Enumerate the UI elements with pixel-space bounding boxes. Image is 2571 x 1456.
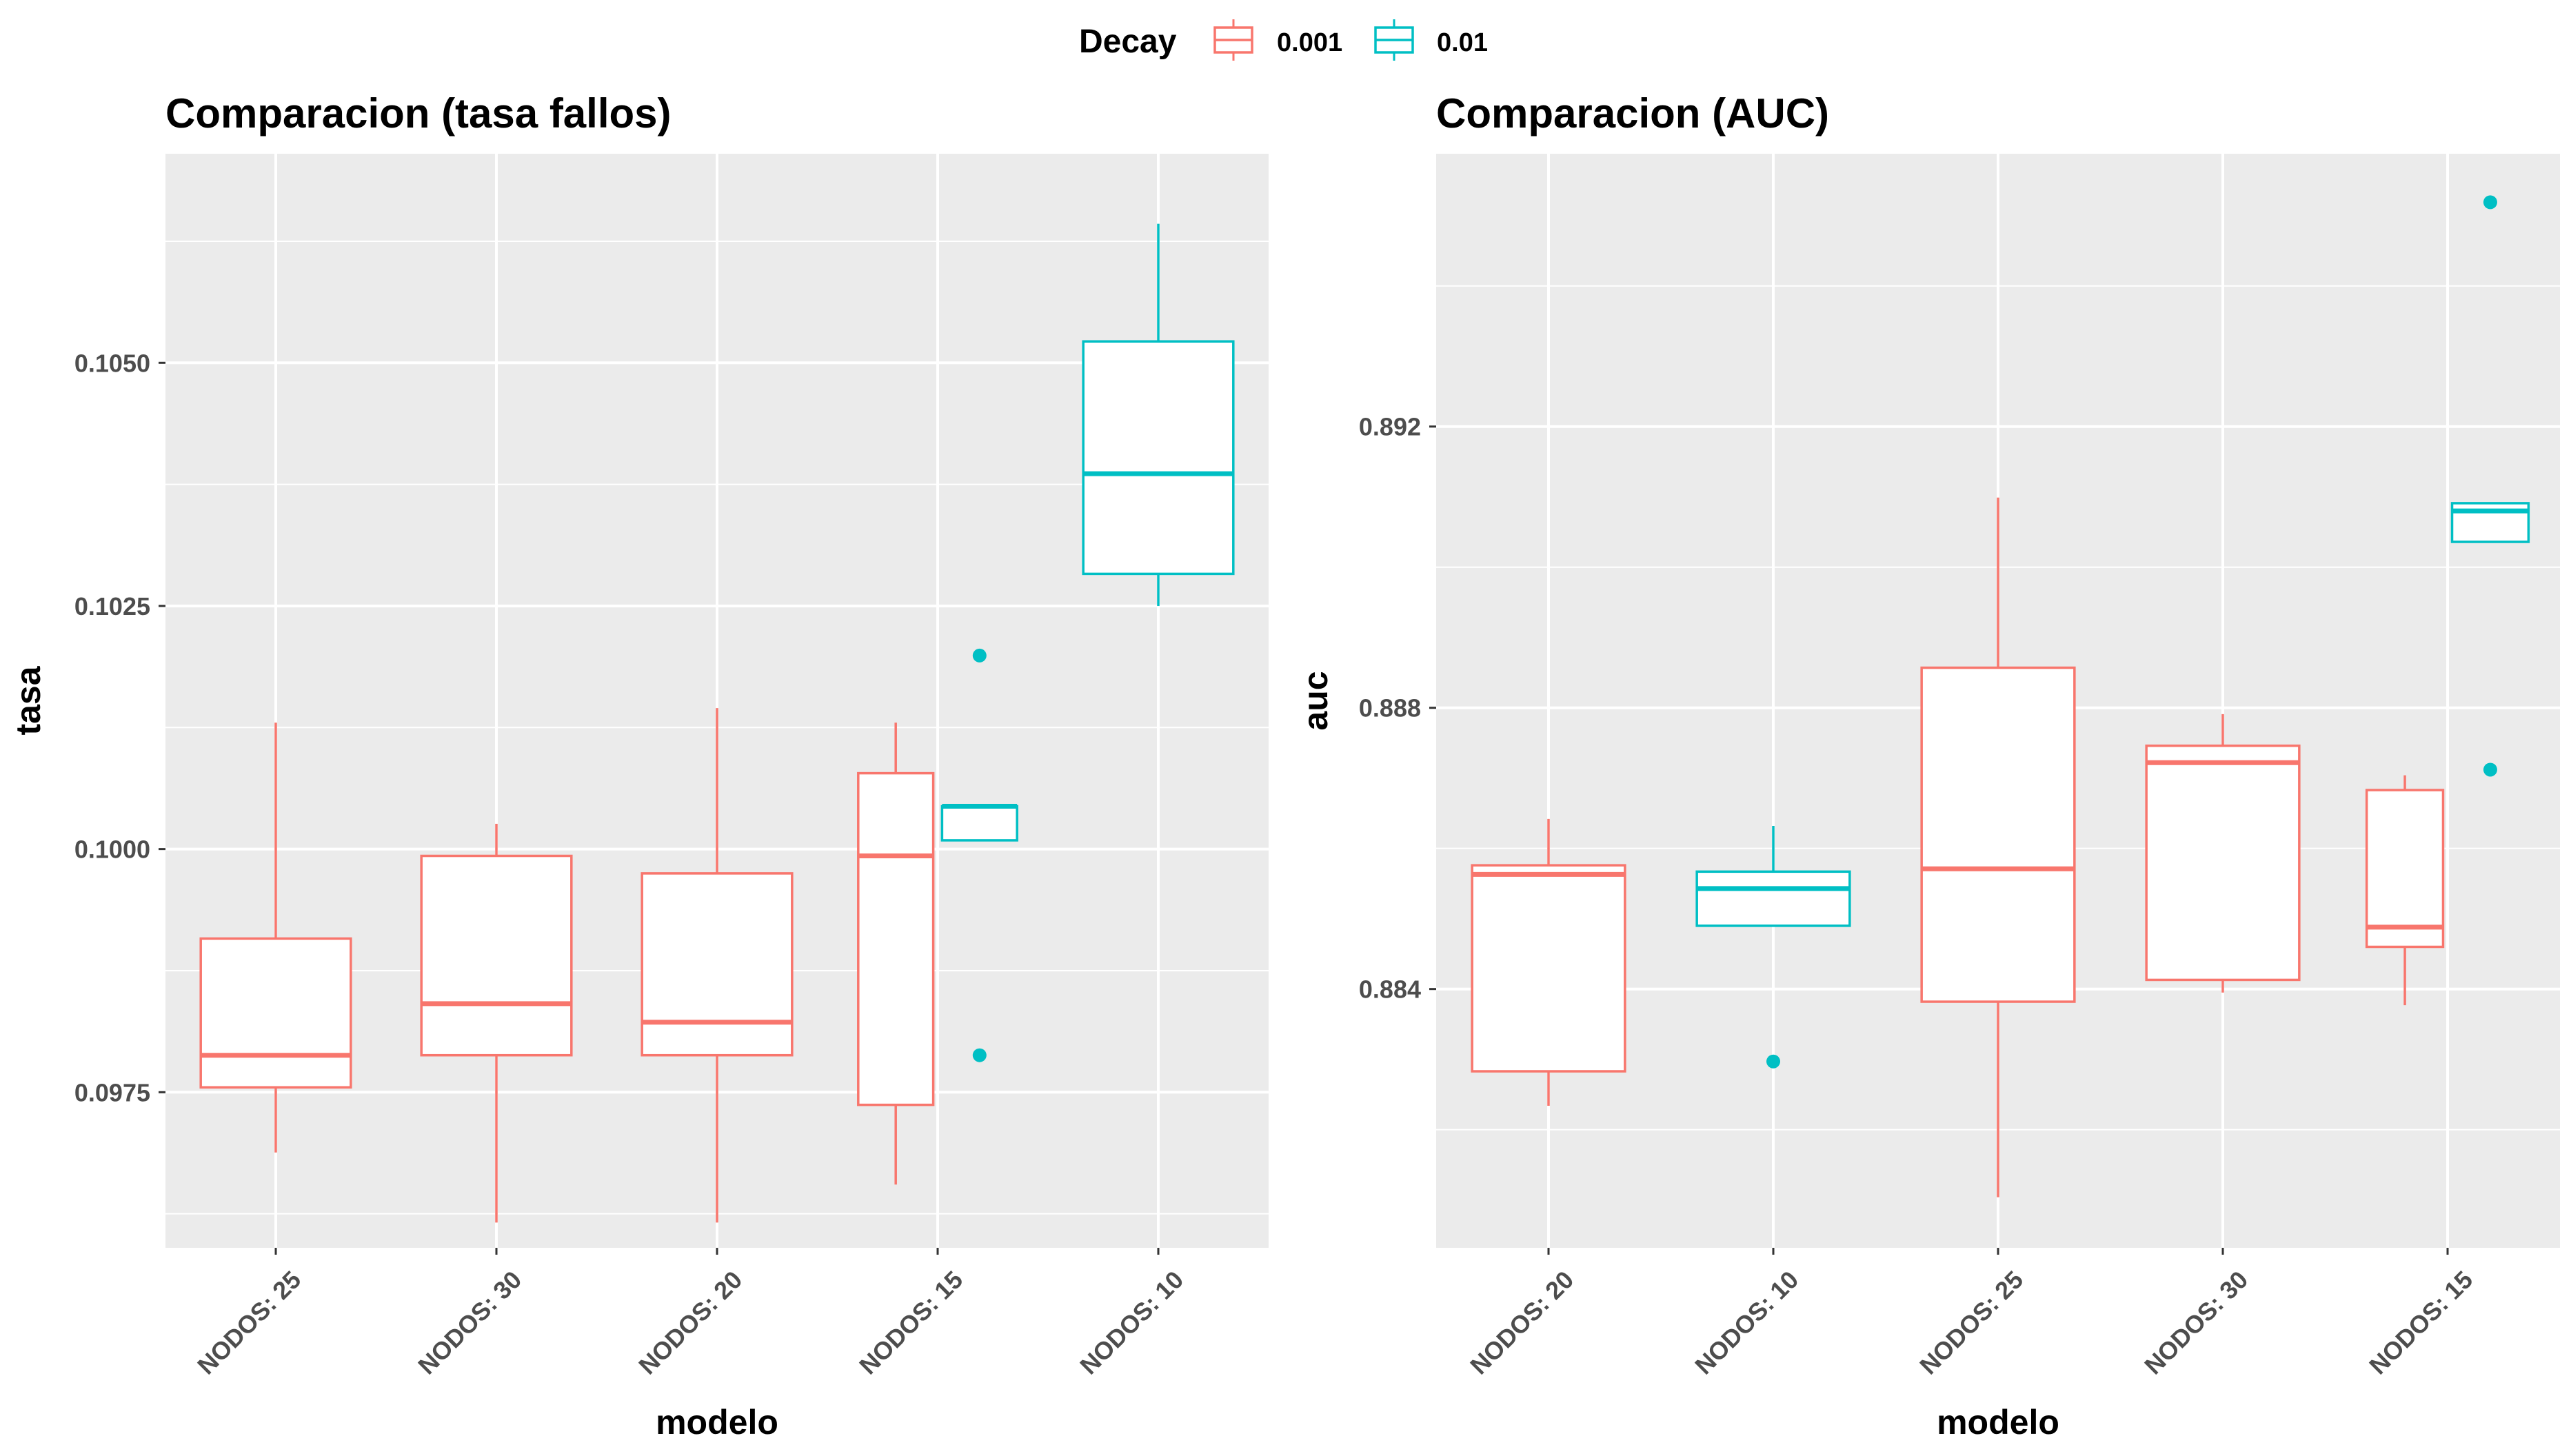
y-tick-label: 0.1000 (74, 836, 150, 864)
y-axis-title: tasa (9, 665, 48, 735)
outlier-point (972, 1048, 987, 1062)
box-iqr (1920, 666, 2076, 1003)
y-tick-label: 0.1050 (74, 349, 150, 377)
legend-label-001: 0.01 (1437, 28, 1488, 57)
box-iqr (1471, 864, 1626, 1073)
legend-entry-0001: 0.001 (1213, 19, 1342, 61)
box-nodos-10-decay-001 (1695, 826, 1851, 1069)
box-iqr (641, 872, 794, 1057)
legend-entry-001: 0.01 (1374, 19, 1488, 61)
x-tick-label: NODOS: 30 (2139, 1265, 2253, 1379)
x-axis-title: modelo (656, 1403, 778, 1442)
y-tick-label: 0.884 (1359, 975, 1421, 1004)
x-axis-title: modelo (1937, 1403, 2059, 1442)
box-nodos-10-decay-001 (1082, 223, 1235, 606)
legend: Decay 0.001 0.01 (1079, 19, 1488, 61)
box-nodos-15-decay-0001 (2365, 775, 2445, 1006)
box-iqr (1695, 870, 1851, 927)
box-nodos-15-decay-0001 (857, 722, 935, 1185)
x-tick-label: NODOS: 20 (1464, 1265, 1579, 1379)
outlier-point (1766, 1054, 1780, 1069)
y-axis-title: auc (1296, 671, 1335, 730)
box-iqr (857, 771, 935, 1106)
chart-tasa-fallos: 0.0975 0.1000 0.1025 0.1050 NODOS: 25 NODOS: … (9, 90, 1269, 1442)
box-nodos-20-decay-0001 (1471, 818, 1626, 1106)
chart-auc: 0.884 0.888 0.892 NODOS: 20 NODOS: 10 NODOS: … (1296, 90, 2560, 1442)
x-tick-label: NODOS: 20 (633, 1265, 747, 1379)
box-iqr (2145, 745, 2301, 982)
outlier-point (2483, 195, 2497, 210)
box-nodos-30-decay-0001 (2145, 714, 2301, 993)
box-iqr (420, 854, 573, 1057)
legend-label-0001: 0.001 (1277, 28, 1342, 57)
box-iqr (199, 937, 352, 1089)
y-tick-label: 0.892 (1359, 413, 1421, 441)
box-nodos-15-decay-001 (2450, 195, 2530, 777)
chart-title: Comparacion (AUC) (1436, 90, 1829, 136)
box-nodos-25-decay-0001 (199, 722, 352, 1153)
box-iqr (940, 805, 1018, 842)
legend-title: Decay (1079, 23, 1177, 60)
box-nodos-25-decay-0001 (1920, 497, 2076, 1197)
y-tick-label: 0.1025 (74, 592, 150, 620)
y-tick-label: 0.0975 (74, 1078, 150, 1106)
box-nodos-30-decay-0001 (420, 823, 573, 1223)
y-tick-label: 0.888 (1359, 694, 1421, 722)
x-tick-label: NODOS: 15 (854, 1265, 968, 1379)
x-tick-label: NODOS: 25 (1914, 1265, 2028, 1379)
x-tick-label: NODOS: 10 (1689, 1265, 1804, 1379)
x-tick-label: NODOS: 25 (192, 1265, 306, 1379)
outlier-point (972, 648, 987, 663)
box-iqr (2365, 789, 2445, 949)
outlier-point (2483, 762, 2497, 777)
x-tick-label: NODOS: 10 (1074, 1265, 1189, 1379)
chart-title: Comparacion (tasa fallos) (165, 90, 672, 136)
box-nodos-20-decay-0001 (641, 708, 794, 1223)
box-nodos-15-decay-001 (940, 648, 1018, 1062)
box-iqr (1082, 340, 1235, 576)
x-tick-label: NODOS: 30 (412, 1265, 527, 1379)
x-tick-label: NODOS: 15 (2363, 1265, 2478, 1379)
